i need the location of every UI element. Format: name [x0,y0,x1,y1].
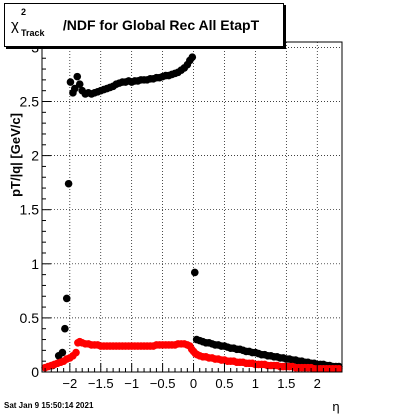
data-markers [41,53,343,373]
series-1-point [64,179,73,188]
series-1-point [75,80,84,88]
chart-title: χ 2 Track/NDF for Global Rec All EtapT [5,6,260,38]
x-tick-label: 1.5 [277,376,295,391]
y-tick-label: 0 [31,364,39,380]
chart-title-box: χ 2 Track/NDF for Global Rec All EtapT [4,3,284,47]
x-axis-title: η [332,399,339,414]
y-tick-label: 2 [31,148,39,164]
series-1-point [73,72,82,81]
series-1-point [58,348,67,357]
series-2-point [335,364,343,373]
series-1-point [62,294,71,303]
x-tick-label: 2 [314,376,321,391]
y-axis-title: pT/|q| [GeV/c] [8,113,23,197]
y-tick-label: 0.5 [20,310,40,326]
series-1-point [188,53,197,61]
x-tick-label: −1.5 [88,376,114,391]
y-tick-label: 1 [31,256,39,272]
grid [42,42,342,372]
chi-superscript: 2 [21,6,27,17]
chi-symbol: χ 2 Track [11,6,45,38]
y-tick-label: 2.5 [20,94,40,110]
x-tick-label: 0 [190,376,197,391]
x-tick-label: 1 [252,376,259,391]
x-tick-label: −2 [62,376,77,391]
timestamp: Sat Jan 9 15:50:14 2021 [4,401,94,410]
x-tick-label: −1 [124,376,139,391]
y-tick-label: 1.5 [20,202,40,218]
series-1-point [70,84,79,93]
series-1-point [61,324,69,333]
series-1-point [190,268,199,277]
chi-subscript: Track [21,27,45,38]
x-tick-label: 0.5 [215,376,233,391]
series-1-point [66,78,75,86]
x-tick-label: −0.5 [150,376,176,391]
y-tick-label: 3 [31,39,39,55]
axes: −2 −1.5 −1 −0.5 0 0.5 1 1.5 2 0 0.5 1 1.5 2 2.5 3 [20,39,337,391]
chart-title-text: /NDF for Global Rec All EtapT [62,16,260,33]
series-2-point [72,348,80,357]
